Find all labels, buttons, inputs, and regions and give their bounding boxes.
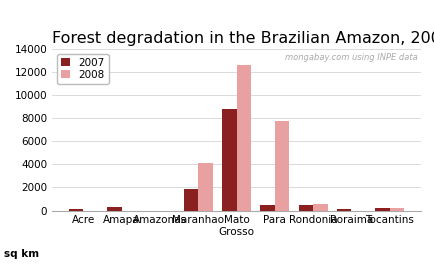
Bar [337,209,352,211]
Bar [375,208,390,211]
Text: mongabay.com using INPE data: mongabay.com using INPE data [285,53,417,62]
Bar [69,209,83,211]
Bar [390,208,404,211]
Bar [260,205,275,211]
Bar [299,205,313,211]
Legend: 2007, 2008: 2007, 2008 [57,54,108,84]
Bar [198,163,213,211]
Text: sq km: sq km [4,249,39,259]
Bar [184,189,198,211]
Bar [237,65,251,211]
Bar [275,121,289,211]
Bar [222,109,237,211]
Text: Forest degradation in the Brazilian Amazon, 2007 & 2008: Forest degradation in the Brazilian Amaz… [52,31,434,46]
Bar [107,207,122,211]
Bar [313,204,328,211]
